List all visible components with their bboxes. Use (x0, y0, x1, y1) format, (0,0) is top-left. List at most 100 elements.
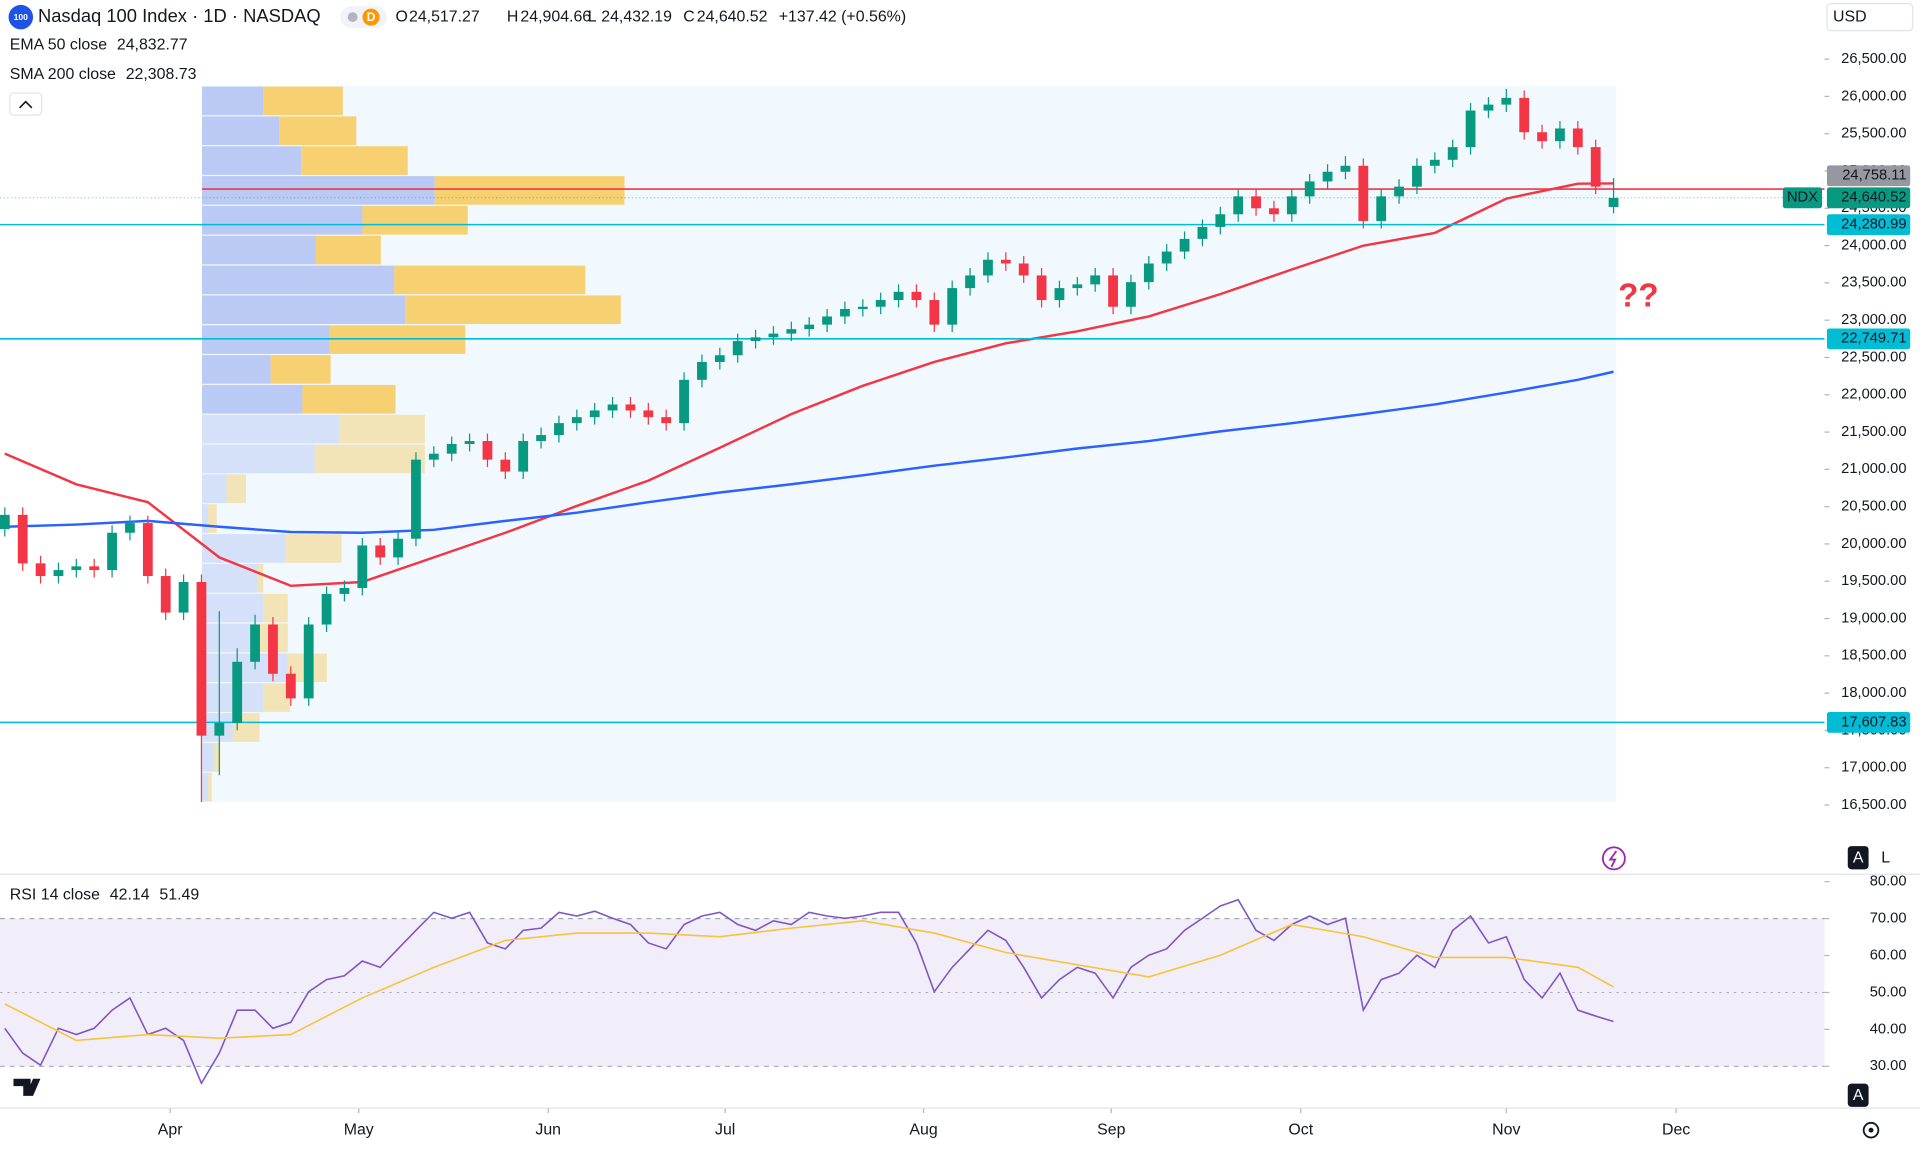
candle-body (1483, 104, 1494, 111)
log-scale-label[interactable]: L (1881, 850, 1890, 867)
interval-badge: D (367, 10, 376, 24)
candle-body (1018, 263, 1029, 276)
collapse-button[interactable] (9, 92, 43, 116)
ohlc-value: 24,517.27 (409, 8, 480, 25)
auto-scale-button[interactable] (1847, 846, 1869, 870)
rsi-y-tick-label: 50.00 (1870, 984, 1907, 1000)
y-tick-label: 24,000.00 (1841, 237, 1906, 253)
candle-body (1215, 214, 1226, 227)
candle-body (1179, 238, 1190, 252)
profile-bar (279, 116, 357, 146)
candle-body (142, 523, 153, 577)
profile-bar (202, 205, 363, 235)
candle-body (500, 459, 511, 472)
currency[interactable]: USD (1833, 8, 1867, 25)
price-label: 22,749.71 (1841, 331, 1906, 347)
candle-body (1537, 132, 1547, 142)
candle-body (1269, 208, 1279, 215)
candle-body (1429, 159, 1440, 166)
profile-bar (257, 563, 264, 593)
candle-body (285, 673, 296, 699)
legend-name[interactable]: EMA 50 close (10, 37, 107, 54)
candle-body (464, 441, 475, 445)
candle-body (89, 566, 100, 571)
rsi-y-tick-label: 80.00 (1870, 874, 1907, 890)
rsi-y-tick-label: 40.00 (1870, 1021, 1907, 1037)
candle-body (375, 545, 386, 558)
profile-bar (285, 534, 342, 563)
profile-bar (434, 176, 625, 205)
ohlc-value: 24,640.52 (697, 8, 768, 25)
ohlc-value: 24,904.66 (520, 8, 591, 25)
flash-icon[interactable] (1601, 846, 1626, 871)
rsi-legend-value: 42.14 (110, 886, 150, 903)
legend-name[interactable]: SMA 200 close (10, 66, 116, 83)
profile-bar (263, 86, 343, 116)
price-label-box (1826, 214, 1911, 236)
rsi-line (4, 919, 1614, 1042)
candle-body (1251, 196, 1261, 209)
candle-body (1358, 165, 1369, 221)
candle-body (607, 404, 618, 411)
y-tick-label: 18,500.00 (1841, 648, 1906, 664)
settings-icon[interactable] (1862, 1121, 1880, 1139)
candle-body (71, 566, 82, 571)
candle-body (1233, 196, 1244, 215)
profile-bar (202, 444, 315, 474)
ohlc-key: O (396, 8, 408, 25)
legend-value: 24,832.77 (117, 37, 188, 54)
candle-body (357, 545, 368, 588)
candle-body (732, 341, 743, 356)
y-tick-label: 20,500.00 (1841, 499, 1906, 515)
tv-logo[interactable] (13, 1078, 41, 1096)
y-tick-label: 17,000.00 (1841, 760, 1906, 776)
candle-body (1304, 181, 1315, 197)
y-tick-label: 26,500.00 (1841, 51, 1906, 67)
profile-bar (202, 355, 271, 384)
candle-body (1465, 110, 1476, 148)
rsi-title[interactable]: RSI 14 close (10, 886, 100, 903)
candle-body (393, 538, 403, 558)
y-tick-label: 18,000.00 (1841, 685, 1906, 701)
profile-bar (202, 504, 209, 533)
currency-box[interactable] (1826, 3, 1914, 32)
price-label: 24,640.52 (1841, 190, 1906, 206)
candle-body (1412, 165, 1422, 187)
profile-bar (270, 355, 331, 384)
profile-bar (202, 384, 303, 414)
y-tick-label: 23,000.00 (1841, 312, 1906, 328)
profile-bar (208, 504, 217, 533)
profile-bar (314, 444, 425, 474)
profile-bar (214, 742, 221, 772)
price-label-box (1826, 328, 1911, 350)
symbol-logo (8, 4, 34, 30)
auto-scale-label: A (1853, 850, 1864, 867)
x-tick-label: Sep (1097, 1121, 1125, 1138)
candle-body (1340, 165, 1351, 172)
x-tick-label: Jun (535, 1121, 561, 1138)
ohlc-key: L (588, 8, 597, 25)
ohlc-header: O 24,517.27 H 24,904.66L 24,432.19 C 24,640.52… (396, 8, 907, 25)
candle-body (947, 288, 958, 325)
candle-body (554, 423, 564, 436)
candle-body (1126, 282, 1136, 307)
rsi-auto-scale-button[interactable] (1847, 1083, 1869, 1107)
candle-body (1054, 288, 1065, 301)
chart-title[interactable]: Nasdaq 100 Index · 1D · NASDAQ (38, 5, 321, 26)
candle-body (268, 624, 278, 674)
x-tick-label: Jul (715, 1121, 735, 1138)
change: +137.42 (+0.56%) (779, 8, 906, 25)
y-tick-label: 23,500.00 (1841, 275, 1906, 291)
candle-body (1072, 284, 1083, 289)
profile-bar (362, 205, 468, 235)
candle-body (107, 532, 117, 571)
profile-bar (263, 593, 288, 623)
y-tick-label: 19,500.00 (1841, 573, 1906, 589)
candle-body (1000, 259, 1011, 264)
candle-body (768, 333, 779, 338)
y-tick-label: 21,500.00 (1841, 424, 1906, 440)
candle-body (840, 308, 850, 317)
